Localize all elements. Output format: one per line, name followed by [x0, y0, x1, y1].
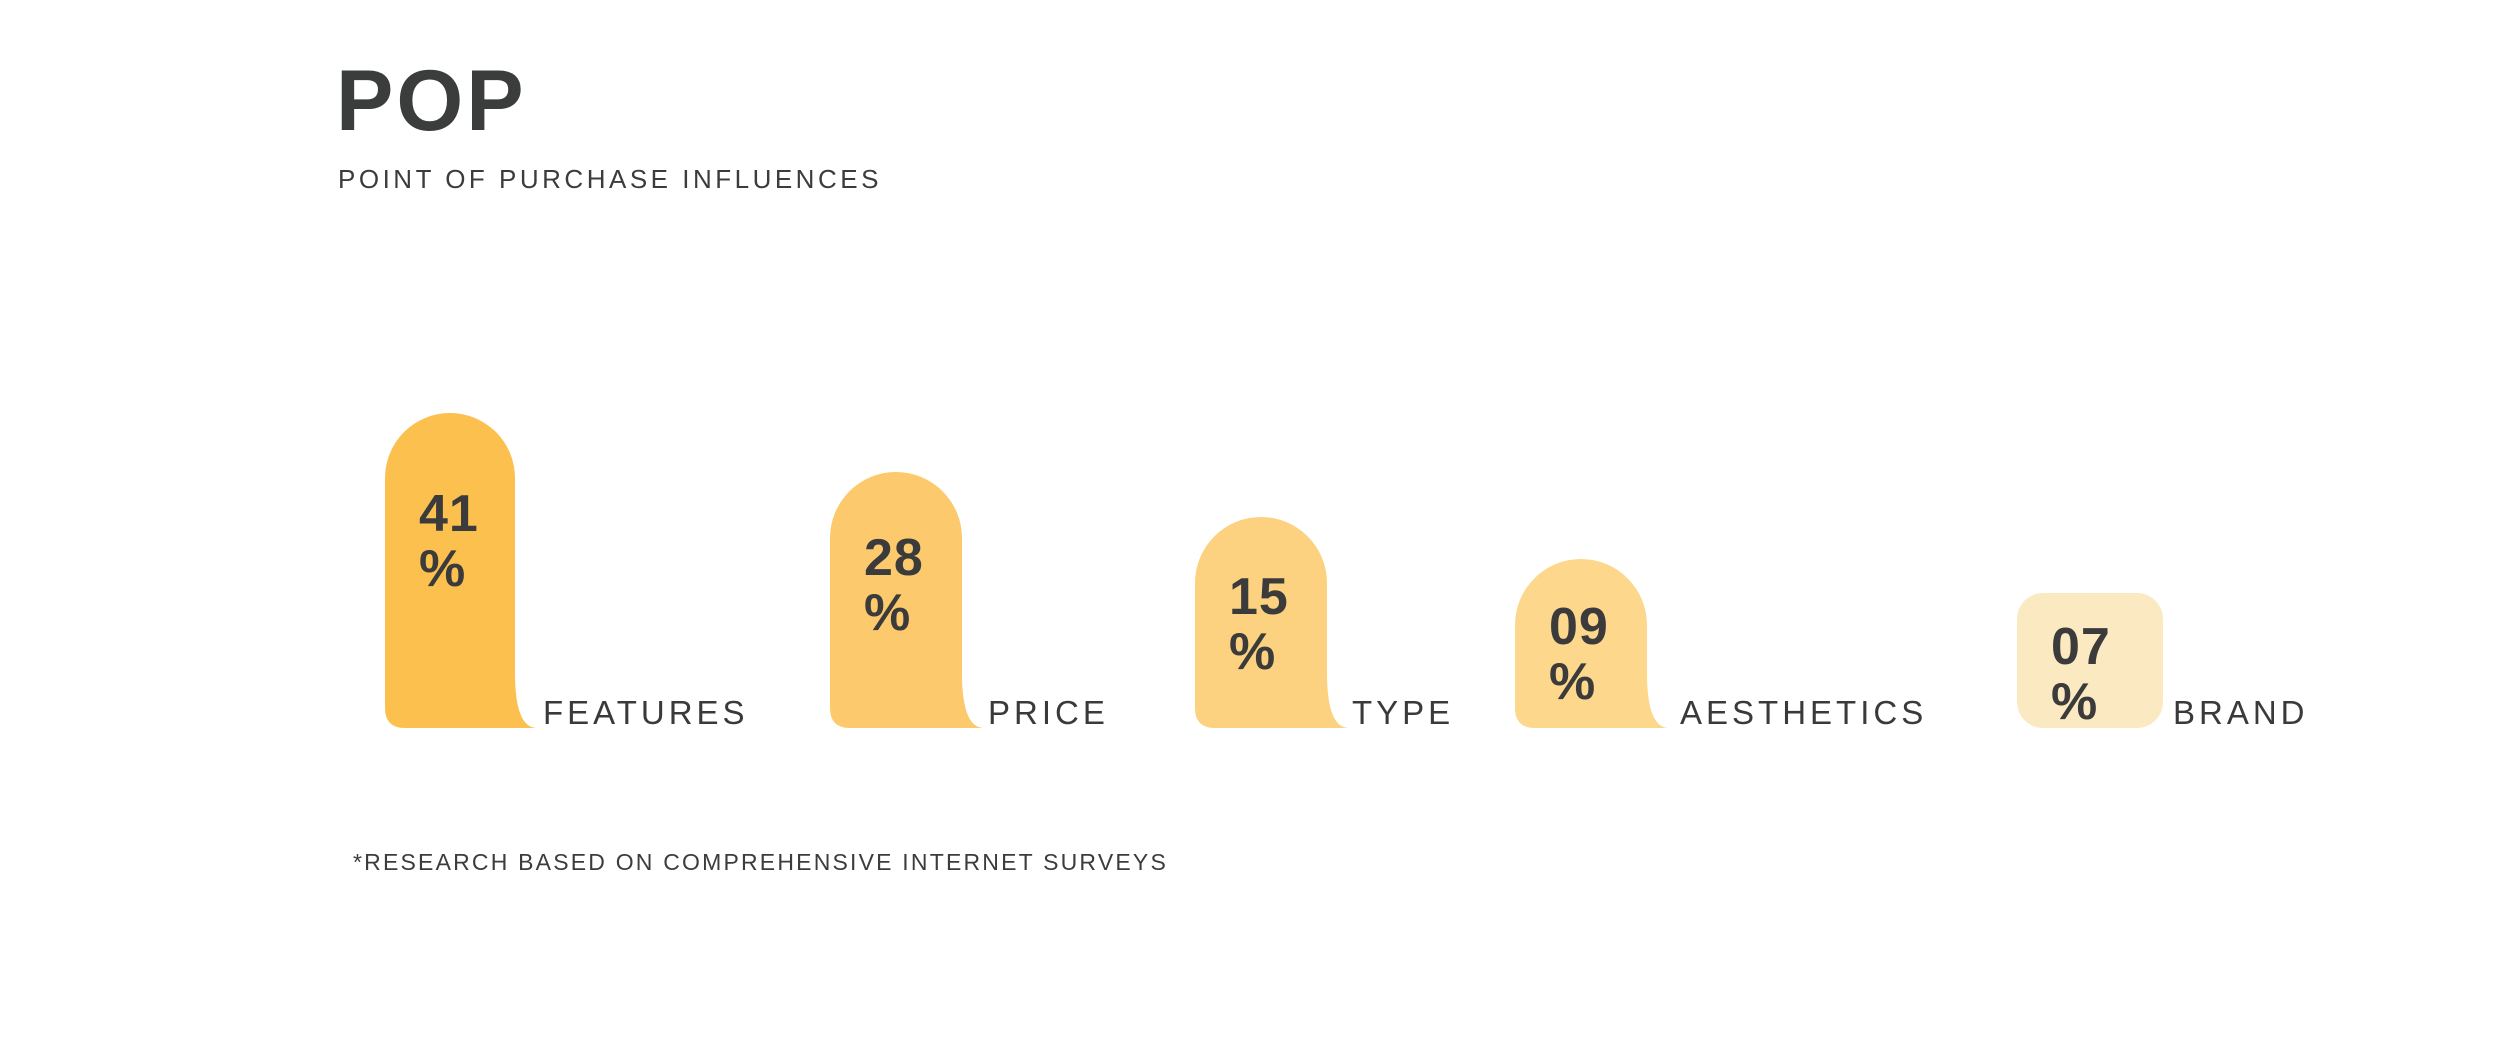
bar-fill-aesthetics — [1515, 559, 1669, 728]
footnote-text: *RESEARCH BASED ON COMPREHENSIVE INTERNE… — [353, 849, 1168, 875]
bar-fill-type — [1195, 517, 1349, 728]
bar-shape-features — [385, 413, 537, 728]
bar-shape-price — [830, 472, 984, 728]
bar-value-type: 15 % — [1229, 568, 1289, 681]
chart-title: POP — [336, 53, 527, 149]
bar-shape-brand — [2017, 593, 2163, 728]
bar-label-features: FEATURES — [543, 694, 749, 731]
chart-subtitle: POINT OF PURCHASE INFLUENCES — [338, 164, 882, 194]
bar-value-aesthetics: 09 % — [1549, 598, 1609, 711]
bar-value-features: 41 % — [419, 485, 479, 598]
bar-value-price: 28 % — [864, 529, 924, 642]
bar-brand: 07 % — [2017, 593, 2185, 731]
bar-shape-type — [1195, 517, 1349, 728]
bar-label-aesthetics: AESTHETICS — [1680, 694, 1928, 731]
chart-header: POP POINT OF PURCHASE INFLUENCES — [336, 58, 882, 192]
bar-label-price: PRICE — [988, 694, 1109, 731]
bar-label-type: TYPE — [1352, 694, 1455, 731]
bar-fill-price — [830, 472, 984, 728]
bar-value-brand: 07 % — [2051, 618, 2111, 731]
bar-label-brand: BRAND — [2173, 694, 2309, 731]
bar-shape-aesthetics — [1515, 559, 1669, 728]
bar-type: 15 % — [1195, 517, 1349, 728]
bar-aesthetics: 09 % — [1515, 559, 1669, 728]
bar-features: 41 % — [385, 413, 537, 728]
bar-fill-features — [385, 413, 537, 728]
bar-price: 28 % — [830, 472, 984, 728]
